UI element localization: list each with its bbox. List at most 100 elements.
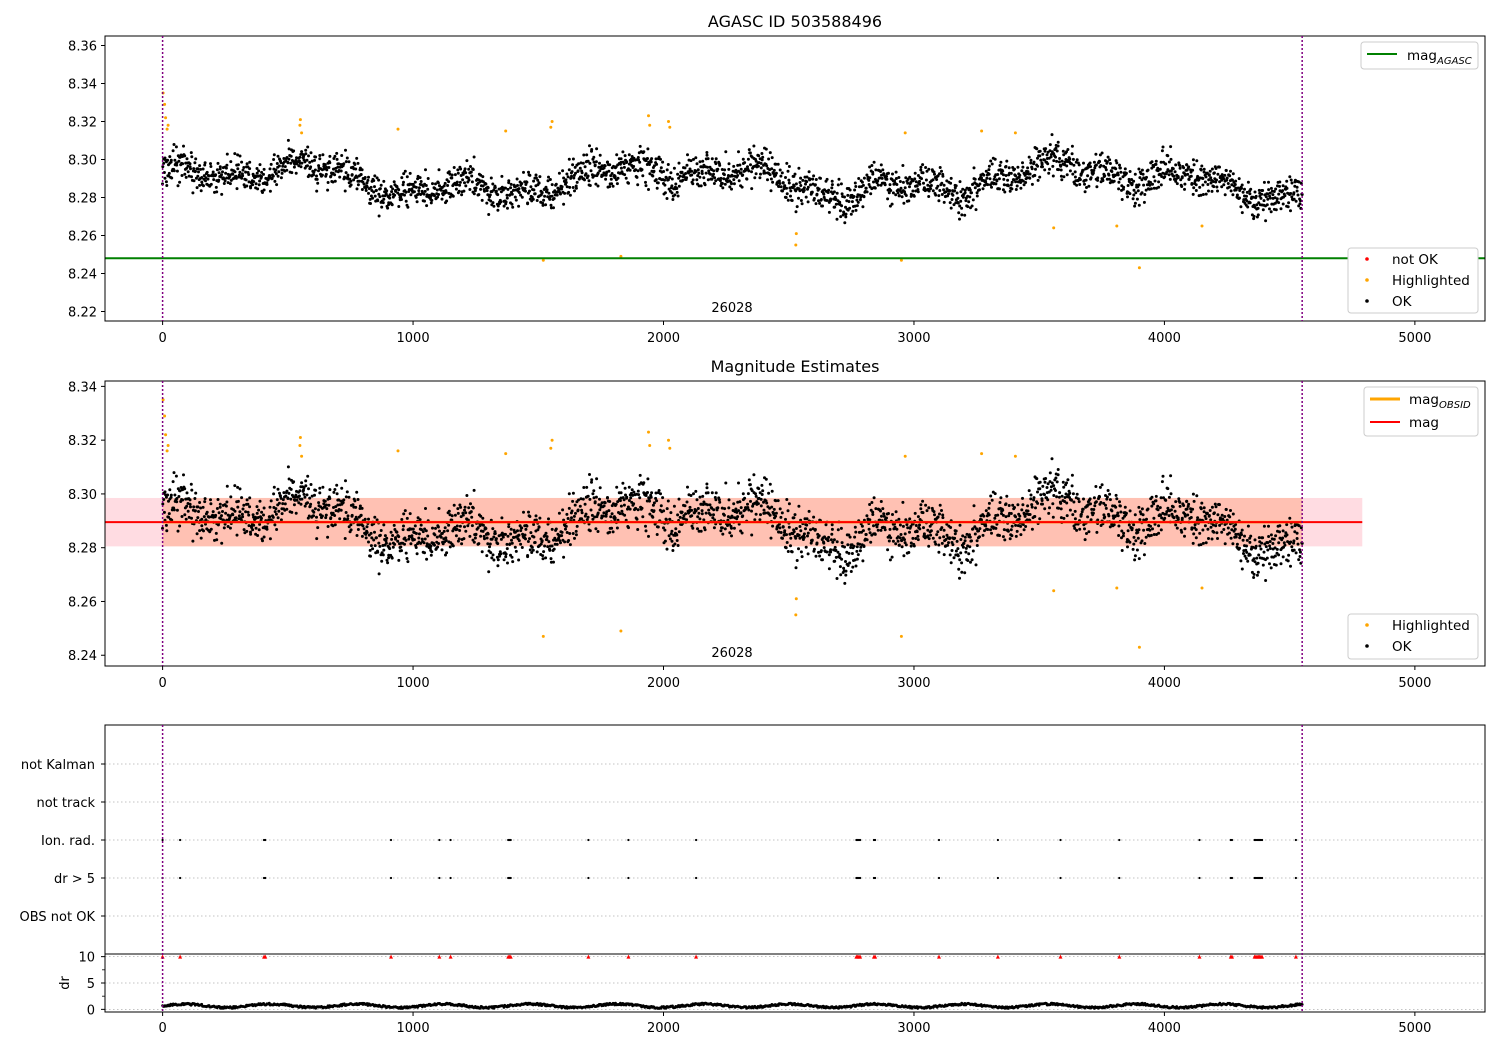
ok-point [173,493,177,497]
ok-point [211,510,215,514]
ok-point [882,512,886,516]
ok-point [454,534,458,538]
ok-point [942,535,946,539]
ok-point [1065,173,1069,177]
ok-point [440,531,444,535]
ok-point [909,192,913,196]
ok-point [840,192,844,196]
ok-point [759,172,762,176]
ok-point [360,534,364,538]
ok-point [463,181,466,185]
ok-point [619,157,623,161]
ok-point [1171,167,1175,171]
ok-point [377,214,381,218]
ok-point [636,183,640,187]
ok-point [1124,171,1128,175]
ok-point [1119,510,1123,514]
ok-point [924,503,928,507]
ok-point [609,515,613,519]
ok-point [986,528,990,531]
ok-point [1066,478,1070,482]
ok-point [235,533,239,537]
ok-point [217,511,221,515]
ok-point [1092,169,1096,172]
ok-point [1014,515,1018,519]
ok-point [895,527,899,531]
ok-point [1065,501,1069,505]
ok-point [701,159,705,163]
ok-point [593,500,597,504]
ok-point [501,535,505,539]
ok-point [190,516,193,520]
ok-point [759,504,763,508]
ok-point [1096,176,1100,180]
ok-point [509,527,513,531]
mag-agasc-legend-label: magAGASC [1407,48,1472,67]
ok-point [749,163,752,167]
ok-point [252,523,256,527]
ok-point [637,493,641,497]
ok-point [181,498,185,502]
ok-point [1073,517,1077,521]
ok-point [1126,529,1130,533]
ok-point [665,547,669,551]
ok-point [1164,162,1168,166]
ok-point [274,512,278,516]
ok-point [897,543,901,547]
ok-point [220,541,224,545]
ok-point [1068,169,1072,173]
ok-point [332,490,336,494]
ok-point [1122,531,1126,535]
ok-point [1122,185,1126,189]
ok-point [728,531,732,535]
ok-point [827,553,831,557]
highlighted-point [794,232,798,236]
ok-point [1123,167,1127,171]
ok-point [1014,174,1018,178]
ok-point [439,188,443,192]
ok-point [641,174,645,178]
ok-point [433,533,437,537]
ok-point [888,204,892,208]
ok-point [1056,140,1060,144]
ok-point [1264,219,1268,223]
ok-point [926,534,930,538]
ok-point [300,161,304,165]
ok-point [1071,513,1075,517]
ok-point [268,167,272,171]
ok-point [378,187,382,191]
ok-point [921,499,925,503]
ok-point [616,176,620,180]
ok-point [1158,167,1162,171]
ok-point [414,532,418,535]
ok-point [188,502,192,506]
ok-point [1105,160,1109,164]
ok-point [996,173,1000,176]
ok-point [785,186,788,190]
ok-point [724,150,728,154]
ok-point [1154,499,1158,503]
ok-point [665,168,669,172]
ok-point [993,157,997,161]
ok-point [871,172,875,176]
ok-point [707,508,711,512]
ok-point [1033,515,1037,518]
ok-point [697,511,701,515]
ok-point [806,552,810,556]
ok-point [349,179,353,183]
ok-point [1051,502,1055,506]
ok-point [315,174,318,178]
ok-point [672,504,676,508]
ok-point [650,157,654,161]
ok-point [998,164,1002,167]
ok-point [280,171,284,175]
ok-point [857,177,861,180]
ok-point [709,513,712,517]
x-tick-label: 5000 [1398,331,1431,346]
ok-point [178,524,182,528]
ok-point [1173,170,1177,174]
ok-point [797,166,801,170]
highlighted-point [667,120,670,123]
ok-point [220,173,223,177]
ok-point [929,529,933,533]
